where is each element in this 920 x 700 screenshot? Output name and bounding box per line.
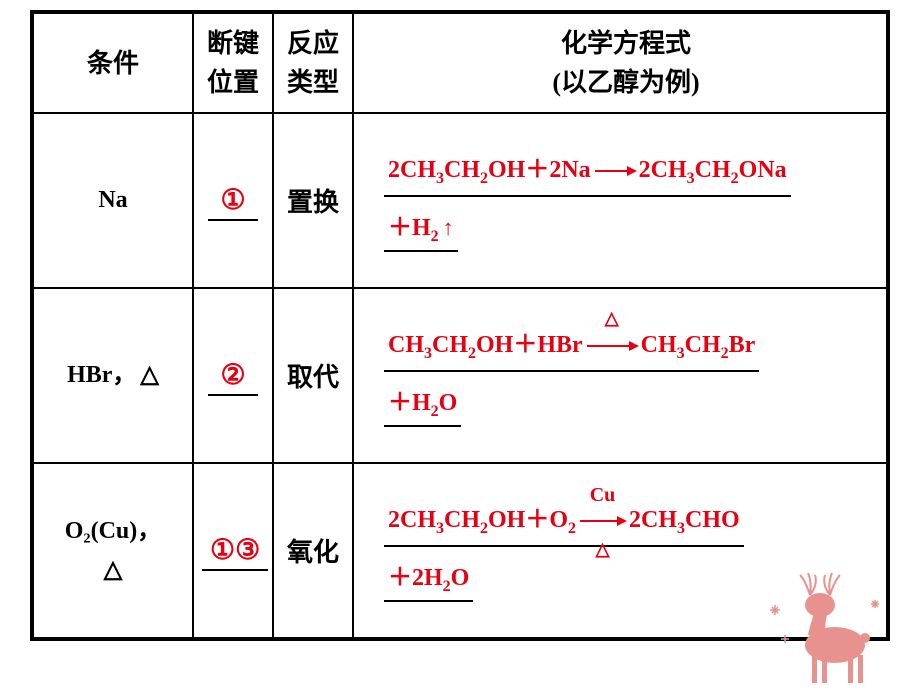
type-o2cu-text: 氧化 [287,538,339,567]
condition-o2cu-text: O₂(Cu)， [65,518,162,544]
equation-o2cu-line1: 2CH3CH2OH＋O2Cu△2CH3CHO [384,499,744,547]
arrow-hbr-top: △ [605,304,619,333]
row-hbr: HBr， △ ② 取代 CH3CH2OH＋HBr△CH3CH2Br ＋H2O [33,288,887,463]
header-equation-l1: 化学方程式 [561,29,691,58]
header-row: 条件 断键 位置 反应 类型 化学方程式 (以乙醇为例) [33,13,887,113]
type-hbr-text: 取代 [287,363,339,392]
arrow-o2cu-top: Cu [590,479,616,511]
chemistry-table-container: 条件 断键 位置 反应 类型 化学方程式 (以乙醇为例) Na ① [30,10,890,641]
header-condition-text: 条件 [87,49,139,78]
type-o2cu: 氧化 [273,463,353,638]
deer-decoration-icon [760,570,890,690]
equation-hbr: CH3CH2OH＋HBr△CH3CH2Br ＋H2O [353,288,887,463]
condition-o2cu-triangle: △ [104,557,122,583]
condition-o2cu: O₂(Cu)， △ [33,463,193,638]
header-type: 反应 类型 [273,13,353,113]
header-type-l1: 反应 [287,29,339,58]
equation-na-line1: 2CH3CH2OH＋2Na2CH3CH2ONa [384,149,791,197]
row-na: Na ① 置换 2CH3CH2OH＋2Na2CH3CH2ONa ＋H2↑ [33,113,887,288]
type-na-text: 置换 [287,188,339,217]
condition-hbr-text: HBr， [67,362,136,388]
position-o2cu: ①③ [193,463,273,638]
equation-na-line2: ＋H2↑ [384,205,458,252]
condition-na-text: Na [98,187,127,213]
chemistry-table: 条件 断键 位置 反应 类型 化学方程式 (以乙醇为例) Na ① [32,12,888,639]
row-o2cu: O₂(Cu)， △ ①③ 氧化 2CH3CH2OH＋O2Cu△2CH3CHO ＋… [33,463,887,638]
position-hbr: ② [193,288,273,463]
header-position-l1: 断键 [207,29,259,58]
equation-hbr-line2: ＋H2O [384,380,461,427]
equation-hbr-line1: CH3CH2OH＋HBr△CH3CH2Br [384,324,759,372]
header-condition: 条件 [33,13,193,113]
position-o2cu-value: ①③ [202,531,268,571]
header-equation: 化学方程式 (以乙醇为例) [353,13,887,113]
header-equation-l2: (以乙醇为例) [552,68,699,97]
position-na: ① [193,113,273,288]
equation-o2cu-line2: ＋2H2O [384,555,473,602]
type-na: 置换 [273,113,353,288]
equation-na: 2CH3CH2OH＋2Na2CH3CH2ONa ＋H2↑ [353,113,887,288]
condition-na: Na [33,113,193,288]
position-na-value: ① [208,181,258,221]
header-position-l2: 位置 [207,68,259,97]
position-hbr-value: ② [208,356,258,396]
condition-hbr-triangle: △ [140,362,158,388]
arrow-o2cu-bottom: △ [596,535,610,564]
header-type-l2: 类型 [287,68,339,97]
condition-hbr: HBr， △ [33,288,193,463]
type-hbr: 取代 [273,288,353,463]
header-position: 断键 位置 [193,13,273,113]
